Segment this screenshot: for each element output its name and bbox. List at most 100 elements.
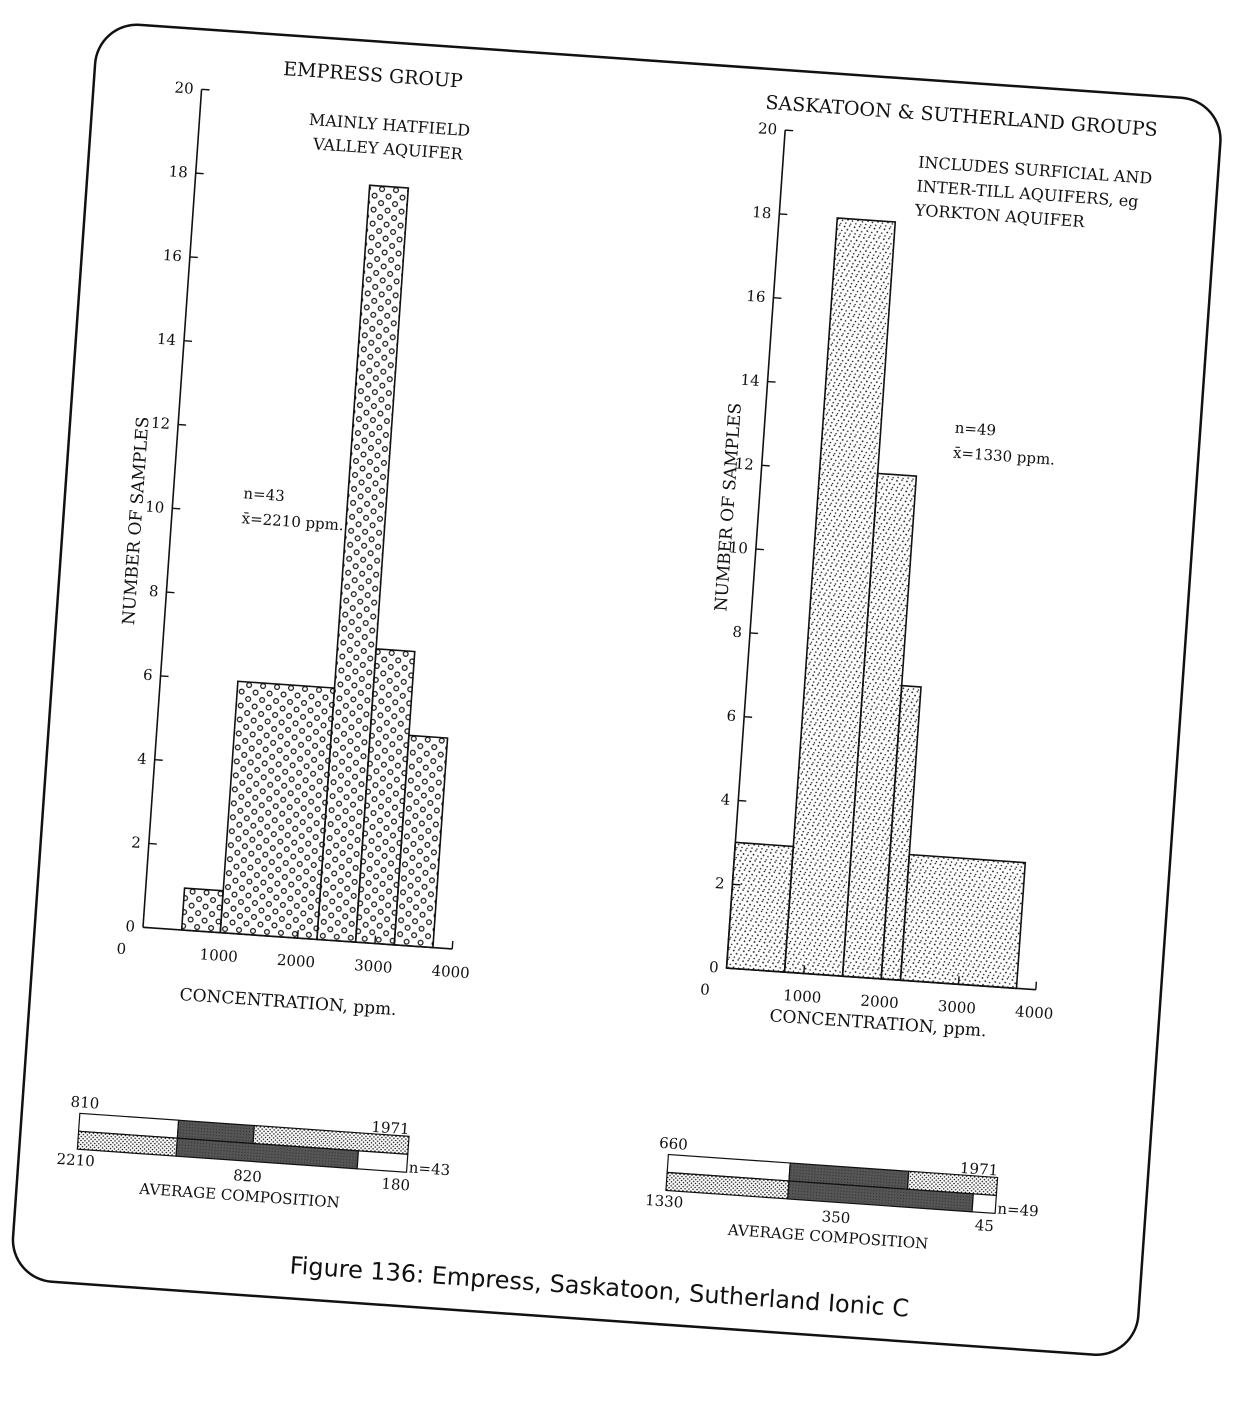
composition-bottom-right-value: 180 xyxy=(381,1175,411,1195)
composition-top-right-value: 1971 xyxy=(959,1159,998,1180)
y-tick-label: 8 xyxy=(732,623,743,642)
sample-count-label: n=43 xyxy=(243,484,285,505)
x-tick-label: 3000 xyxy=(354,956,393,977)
y-tick-label: 2 xyxy=(714,874,725,893)
x-tick-label: 4000 xyxy=(431,962,470,983)
x-tick-label: 0 xyxy=(116,940,127,959)
y-tick-mark xyxy=(183,340,193,342)
x-tick-label: 0 xyxy=(700,980,711,999)
y-tick-mark xyxy=(749,632,759,635)
page-frame xyxy=(11,23,1222,1356)
composition-bottom-left-value: 2210 xyxy=(56,1150,95,1171)
y-tick-mark xyxy=(732,883,741,886)
y-tick-label: 4 xyxy=(720,790,731,809)
composition-bottom-left-value: 1330 xyxy=(645,1191,684,1212)
x-tick-label: 3000 xyxy=(937,997,976,1018)
composition-bottom-mid-value: 820 xyxy=(233,1166,263,1186)
y-tick-label: 2 xyxy=(131,833,142,852)
y-tick-label: 10 xyxy=(145,497,165,516)
x-tick-mark xyxy=(296,930,299,939)
x-tick-label: 2000 xyxy=(276,951,315,972)
y-tick-mark xyxy=(195,172,204,175)
histogram-plot: 0 2 4 6 8 10 12 14 16 18 20 0 1000 2000 3000 4000 xyxy=(700,119,1054,1023)
histogram-bar xyxy=(899,853,1027,990)
x-tick-label: 2000 xyxy=(860,992,899,1013)
y-tick-label: 4 xyxy=(137,749,148,768)
y-tick-mark xyxy=(779,213,788,216)
x-tick-mark xyxy=(957,976,960,985)
y-tick-label: 0 xyxy=(125,917,136,936)
composition-n-value: n=43 xyxy=(408,1158,450,1179)
composition-n-value: n=49 xyxy=(997,1200,1039,1221)
y-tick-label: 0 xyxy=(708,958,719,977)
x-tick-label: 1000 xyxy=(783,986,822,1007)
y-tick-label: 12 xyxy=(734,454,754,473)
figure-content: EMPRESS GROUP MAINLY HATFIELD VALLEY AQU… xyxy=(56,58,1159,1253)
y-tick-label: 6 xyxy=(726,706,737,725)
y-tick-label: 18 xyxy=(752,203,772,222)
histogram-bar xyxy=(219,680,336,941)
y-tick-label: 6 xyxy=(142,666,153,685)
y-tick-label: 16 xyxy=(746,287,766,306)
y-tick-mark xyxy=(744,716,753,718)
y-tick-mark xyxy=(148,842,157,845)
y-tick-label: 20 xyxy=(757,119,777,138)
y-axis-label: NUMBER OF SAMPLES xyxy=(711,402,746,612)
y-tick-mark xyxy=(189,256,198,259)
composition-top-left-value: 810 xyxy=(70,1093,100,1113)
y-tick-mark xyxy=(142,926,152,929)
histogram-bar xyxy=(180,887,225,934)
histogram-plot: 0 2 4 6 8 10 12 14 16 18 20 0 1000 2000 3000 4000 xyxy=(116,78,470,983)
y-tick-mark xyxy=(166,591,175,594)
x-tick-label: 1000 xyxy=(199,945,238,966)
y-tick-mark xyxy=(761,464,770,467)
y-tick-label: 14 xyxy=(740,371,760,390)
y-tick-label: 18 xyxy=(168,162,188,181)
mean-label: x̄=1330 ppm. xyxy=(952,444,1055,469)
y-tick-mark xyxy=(738,799,747,802)
y-tick-mark xyxy=(755,548,764,551)
composition-segment xyxy=(356,1150,409,1173)
x-tick-mark xyxy=(880,970,883,979)
y-tick-mark xyxy=(726,967,735,970)
y-tick-mark xyxy=(201,88,210,91)
y-tick-mark xyxy=(178,423,187,426)
figure-caption: Figure 136: Empress, Saskatoon, Sutherla… xyxy=(289,1251,910,1322)
composition-top-left-value: 660 xyxy=(659,1134,689,1154)
x-tick-mark xyxy=(451,940,454,949)
x-tick-mark xyxy=(803,965,806,974)
sample-count-label: n=49 xyxy=(954,419,996,440)
y-tick-mark xyxy=(767,380,776,383)
y-tick-label: 20 xyxy=(174,78,194,97)
y-tick-mark xyxy=(773,297,782,299)
composition-top-right-value: 1971 xyxy=(371,1118,410,1139)
y-tick-label: 16 xyxy=(162,246,182,265)
x-tick-mark xyxy=(374,935,377,944)
y-tick-mark xyxy=(154,758,163,761)
x-tick-mark xyxy=(219,924,222,933)
histogram-bar xyxy=(725,841,795,973)
y-tick-label: 14 xyxy=(156,330,176,349)
saskatoon-sutherland-panel: SASKATOON & SUTHERLAND GROUPS INCLUDES S… xyxy=(645,92,1159,1253)
y-tick-mark xyxy=(160,675,169,678)
caption-group: Figure 136: Empress, Saskatoon, Sutherla… xyxy=(289,1251,910,1322)
x-axis-label: CONCENTRATION, ppm. xyxy=(179,985,397,1020)
y-tick-label: 12 xyxy=(150,414,170,433)
composition-bottom-mid-value: 350 xyxy=(821,1207,851,1227)
y-tick-mark xyxy=(785,129,794,132)
composition-bottom-right-value: 45 xyxy=(974,1216,994,1235)
x-tick-mark xyxy=(1035,981,1038,990)
mean-label: x̄=2210 ppm. xyxy=(241,509,344,534)
chart-title: SASKATOON & SUTHERLAND GROUPS xyxy=(765,92,1158,141)
y-tick-mark xyxy=(172,507,181,510)
chart-subtitle-line-2: VALLEY AQUIFER xyxy=(311,134,464,164)
chart-title: EMPRESS GROUP xyxy=(282,58,463,93)
composition-segment xyxy=(971,1193,997,1215)
y-tick-label: 8 xyxy=(148,582,159,601)
x-tick-label: 4000 xyxy=(1015,1002,1054,1023)
y-tick-label: 10 xyxy=(728,538,748,557)
empress-group-panel: EMPRESS GROUP MAINLY HATFIELD VALLEY AQU… xyxy=(56,58,471,1212)
